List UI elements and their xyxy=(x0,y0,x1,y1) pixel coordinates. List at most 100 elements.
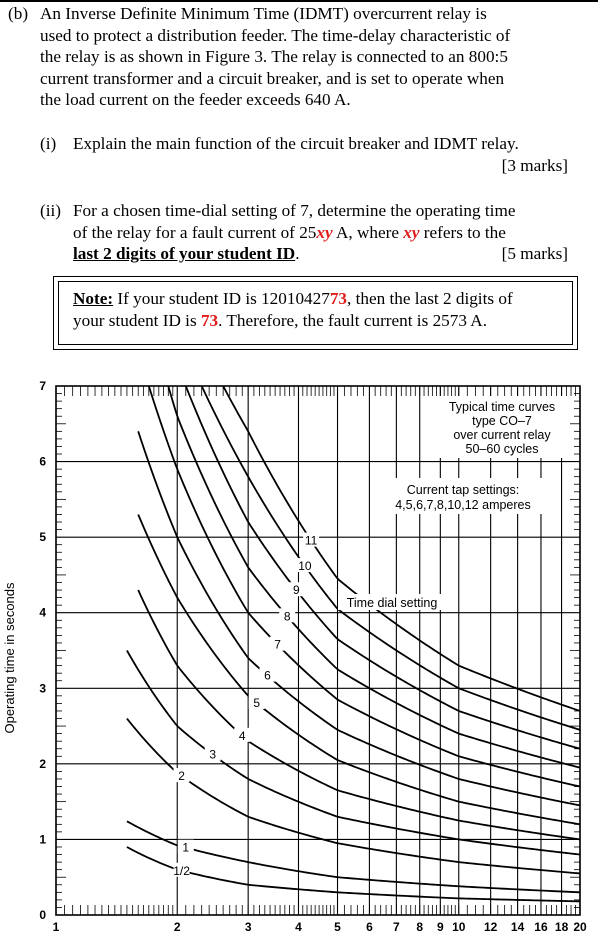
tap-line-1: Current tap settings: xyxy=(407,483,520,497)
curve-dial-3 xyxy=(126,650,581,856)
student-id-phrase: last 2 digits of your student ID xyxy=(73,244,296,263)
x-tick-label-14: 14 xyxy=(511,920,525,934)
part-i-text: Explain the main function of the circuit… xyxy=(73,134,519,153)
part-ii-line-1: For a chosen time-dial setting of 7, det… xyxy=(73,201,516,220)
note-line-1-a: If your student ID is 12010427 xyxy=(113,289,330,308)
y-tick-label-4: 4 xyxy=(39,606,46,620)
x-tick-label-7: 7 xyxy=(393,920,400,934)
x-tick-label-8: 8 xyxy=(416,920,423,934)
y-tick-label-6: 6 xyxy=(39,455,46,469)
part-ii-line-2: of the relay for a fault current of 25 xy… xyxy=(73,222,506,244)
part-ii-line-2-c: refers to the xyxy=(419,222,506,242)
curve-label-bg xyxy=(248,694,265,709)
curve-dial-11 xyxy=(222,385,581,712)
curve-dial-1 xyxy=(126,820,581,894)
curve-dial-10 xyxy=(200,385,581,731)
curve-dial-7 xyxy=(147,385,581,788)
part-ii-label: (ii) xyxy=(40,201,61,220)
info-line-4: 50–60 cycles xyxy=(466,442,539,456)
curve-label-3: 3 xyxy=(209,748,216,762)
curve-label-11: 11 xyxy=(305,534,318,548)
note-line-2-a: your student ID is xyxy=(73,310,201,330)
question-label: (b) xyxy=(8,4,29,23)
tap-line-2: 4,5,6,7,8,10,12 amperes xyxy=(395,498,531,512)
x-tick-label-16: 16 xyxy=(534,920,548,934)
info-line-1: Typical time curves xyxy=(449,400,555,414)
note-line-2: your student ID is 73. Therefore, the fa… xyxy=(73,310,487,332)
y-tick-label-7: 7 xyxy=(39,379,46,393)
curve-label-9: 9 xyxy=(293,583,300,597)
curve-label-10: 10 xyxy=(298,559,312,573)
note-digits-2: 73 xyxy=(200,310,219,330)
tap-box-bg xyxy=(384,478,542,514)
chart-grid xyxy=(55,385,581,916)
note-line-1-b: , then the last 2 digits of xyxy=(347,289,513,308)
x-tick-label-10: 10 xyxy=(452,920,466,934)
curve-label-8: 8 xyxy=(284,609,291,623)
info-line-2: type CO–7 xyxy=(472,414,532,428)
part-ii-line-3: last 2 digits of your student ID. xyxy=(73,243,300,265)
question-line-2: used to protect a distribution feeder. T… xyxy=(40,25,511,45)
curve-label-2: 2 xyxy=(178,769,185,783)
top-rule xyxy=(0,0,598,2)
curve-dial-6 xyxy=(137,431,581,807)
y-tick-label-0: 0 xyxy=(39,908,46,922)
curve-label-4: 4 xyxy=(239,729,246,743)
part-ii-marks: [5 marks] xyxy=(501,244,568,263)
curve-label-1-2: 1/2 xyxy=(173,864,190,878)
figure-3-chart: 0 1 2 3 4 5 6 7 1 2 3 4 5 6 7 8 9 10 12 14 16 18 20 1/2 1 2 3 4 5 6 7 8… xyxy=(0,378,598,938)
note-box: Note: If your student ID is 1201042773, … xyxy=(53,276,578,350)
note-line-1: Note: If your student ID is 1201042773, … xyxy=(73,288,513,310)
curve-label-bg xyxy=(234,727,251,742)
curve-label-bg xyxy=(173,768,190,783)
question-line-5: the load current on the feeder exceeds 6… xyxy=(40,90,351,109)
question-line-1: An Inverse Definite Minimum Time (IDMT) … xyxy=(40,4,487,23)
y-tick-label-3: 3 xyxy=(39,681,46,695)
part-i-marks: [3 marks] xyxy=(501,155,568,175)
y-axis-label: Operating time in seconds xyxy=(2,582,17,734)
curve-label-bg xyxy=(204,746,221,761)
part-ii-line-2-a: of the relay for a fault current of 25 xyxy=(73,222,317,242)
curve-label-7: 7 xyxy=(274,638,281,652)
dial-label: Time dial setting xyxy=(347,596,438,610)
part-ii-line-3-end: . xyxy=(295,244,300,263)
curve-dial-4 xyxy=(137,589,581,841)
x-tick-label-20: 20 xyxy=(573,920,587,934)
curve-label-6: 6 xyxy=(264,669,271,683)
note-digits-1: 73 xyxy=(329,289,348,308)
part-i-label: (i) xyxy=(40,134,57,153)
note-line-2-b: . Therefore, the fault current is 2573 A… xyxy=(218,310,488,330)
question-line-4: current transformer and a circuit breake… xyxy=(40,68,505,88)
info-box-bg xyxy=(436,396,568,458)
x-tick-label-3: 3 xyxy=(245,920,252,934)
curve-label-bg xyxy=(279,608,296,623)
curve-label-bg xyxy=(269,636,286,651)
curve-label-5: 5 xyxy=(253,696,260,710)
x-tick-label-1: 1 xyxy=(53,920,60,934)
note-box-inner: Note: If your student ID is 1201042773, … xyxy=(58,281,573,345)
y-tick-label-1: 1 xyxy=(39,832,46,846)
curve-label-bg xyxy=(259,667,276,682)
x-tick-label-4: 4 xyxy=(295,920,302,934)
x-tick-label-12: 12 xyxy=(484,920,498,934)
y-tick-label-5: 5 xyxy=(39,530,46,544)
curve-dial-8 xyxy=(167,385,581,769)
curve-dial-1-2 xyxy=(126,846,581,903)
curve-dial-9 xyxy=(184,385,581,750)
curve-dial-2 xyxy=(126,717,581,875)
curve-label-bg xyxy=(177,839,194,854)
x-tick-label-5: 5 xyxy=(334,920,341,934)
x-tick-label-2: 2 xyxy=(174,920,181,934)
chart-curves xyxy=(126,385,581,903)
curve-dial-5 xyxy=(137,514,581,826)
x-tick-label-18: 18 xyxy=(555,920,569,934)
dial-label-bg xyxy=(338,594,448,610)
y-tick-label-2: 2 xyxy=(39,757,46,771)
xy-highlight-2: xy xyxy=(403,222,420,242)
x-tick-label-6: 6 xyxy=(366,920,373,934)
curve-label-bg xyxy=(303,532,320,547)
question-line-3: the relay is as shown in Figure 3. The r… xyxy=(40,47,508,66)
curve-label-bg xyxy=(288,582,305,597)
